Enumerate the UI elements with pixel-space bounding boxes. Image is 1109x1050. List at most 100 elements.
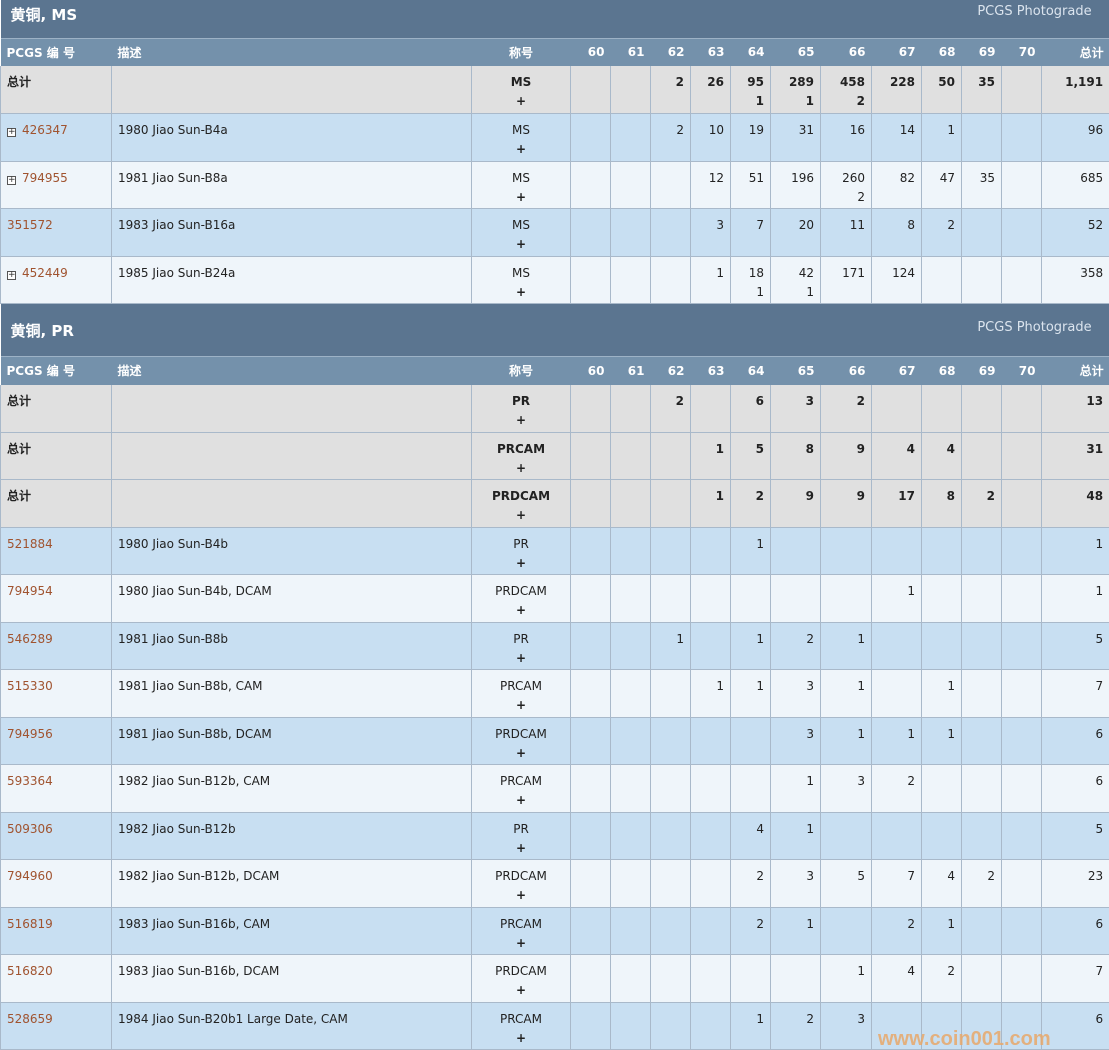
- pcgs-number-link[interactable]: 521884: [7, 537, 53, 551]
- column-header-grade-65[interactable]: 65: [771, 38, 821, 66]
- column-header-grade-67[interactable]: 67: [872, 357, 922, 385]
- plus-grade-toggle[interactable]: +: [478, 235, 564, 254]
- grade-count: 35: [968, 73, 995, 92]
- designation: PRDCAM: [478, 962, 564, 981]
- column-header-grade-60[interactable]: 60: [571, 357, 611, 385]
- grade-cell-66: 171: [821, 256, 872, 304]
- grade-cell-64: 2: [731, 907, 771, 955]
- plus-grade-toggle[interactable]: +: [478, 506, 564, 525]
- grade-count: 2: [968, 487, 995, 506]
- grade-count: 1: [928, 915, 955, 934]
- plus-grade-toggle[interactable]: +: [478, 601, 564, 620]
- grade-cell-70: [1002, 66, 1042, 114]
- plus-grade-toggle[interactable]: +: [478, 791, 564, 810]
- column-header-grade-70[interactable]: 70: [1002, 357, 1042, 385]
- plus-grade-toggle[interactable]: +: [478, 696, 564, 715]
- column-header-grade-62[interactable]: 62: [651, 357, 691, 385]
- plus-grade-toggle[interactable]: +: [478, 1029, 564, 1048]
- grade-cell-61: [611, 622, 651, 670]
- row-total: 6: [1095, 917, 1103, 931]
- grade-cell-66: [821, 812, 872, 860]
- column-header-id[interactable]: PCGS 编 号: [1, 38, 112, 66]
- plus-grade-toggle[interactable]: +: [478, 92, 564, 111]
- total-label: 总计: [7, 394, 31, 408]
- column-header-grade-61[interactable]: 61: [611, 357, 651, 385]
- grade-count: 14: [878, 121, 915, 140]
- grade-cell-68: 1: [922, 670, 962, 718]
- photograde-link[interactable]: PCGS Photograde: [977, 320, 1091, 335]
- designation: PR: [478, 820, 564, 839]
- column-header-grade-62[interactable]: 62: [651, 38, 691, 66]
- grade-cell-68: 4: [922, 432, 962, 480]
- column-header-grade-65[interactable]: 65: [771, 357, 821, 385]
- grade-count: 11: [827, 216, 865, 235]
- pcgs-number-link[interactable]: 794955: [22, 171, 68, 185]
- column-header-grade-70[interactable]: 70: [1002, 38, 1042, 66]
- plus-grade-toggle[interactable]: +: [478, 839, 564, 858]
- expand-icon[interactable]: +: [7, 176, 16, 185]
- description: 1980 Jiao Sun-B4b: [118, 537, 228, 551]
- column-header-grade-68[interactable]: 68: [922, 38, 962, 66]
- expand-icon[interactable]: +: [7, 128, 16, 137]
- grade-cell-67: 1: [872, 575, 922, 623]
- plus-grade-toggle[interactable]: +: [478, 981, 564, 1000]
- pcgs-number-link[interactable]: 515330: [7, 679, 53, 693]
- pcgs-number-link[interactable]: 593364: [7, 774, 53, 788]
- plus-grade-count: 2: [827, 92, 865, 111]
- plus-grade-toggle[interactable]: +: [478, 934, 564, 953]
- pcgs-number-link[interactable]: 516819: [7, 917, 53, 931]
- plus-grade-toggle[interactable]: +: [478, 283, 564, 302]
- pcgs-number-link[interactable]: 426347: [22, 123, 68, 137]
- column-header-grade-63[interactable]: 63: [691, 38, 731, 66]
- column-header-total[interactable]: 总计: [1042, 38, 1109, 66]
- plus-grade-toggle[interactable]: +: [478, 649, 564, 668]
- plus-grade-toggle[interactable]: +: [478, 411, 564, 430]
- column-header-grade-66[interactable]: 66: [821, 357, 872, 385]
- column-header-grade-64[interactable]: 64: [731, 357, 771, 385]
- pcgs-number-link[interactable]: 794956: [7, 727, 53, 741]
- row-total: 6: [1095, 774, 1103, 788]
- column-header-desc[interactable]: 描述: [112, 357, 472, 385]
- pcgs-number-link[interactable]: 528659: [7, 1012, 53, 1026]
- plus-grade-toggle[interactable]: +: [478, 459, 564, 478]
- pcgs-number-link[interactable]: 794954: [7, 584, 53, 598]
- column-header-designation[interactable]: 称号: [472, 357, 571, 385]
- plus-grade-toggle[interactable]: +: [478, 744, 564, 763]
- column-header-designation[interactable]: 称号: [472, 38, 571, 66]
- grade-cell-68: [922, 622, 962, 670]
- pcgs-number-link[interactable]: 794960: [7, 869, 53, 883]
- column-header-grade-68[interactable]: 68: [922, 357, 962, 385]
- pcgs-number-link[interactable]: 546289: [7, 632, 53, 646]
- pcgs-number-link[interactable]: 351572: [7, 218, 53, 232]
- grade-cell-63: [691, 527, 731, 575]
- grade-count: 9: [827, 440, 865, 459]
- column-header-total[interactable]: 总计: [1042, 357, 1109, 385]
- column-header-grade-63[interactable]: 63: [691, 357, 731, 385]
- expand-icon[interactable]: +: [7, 271, 16, 280]
- column-header-grade-60[interactable]: 60: [571, 38, 611, 66]
- grade-count: 5: [827, 867, 865, 886]
- grade-cell-66: 9: [821, 432, 872, 480]
- column-header-grade-69[interactable]: 69: [962, 38, 1002, 66]
- photograde-link[interactable]: PCGS Photograde: [977, 4, 1091, 19]
- pcgs-number-link[interactable]: 509306: [7, 822, 53, 836]
- plus-grade-toggle[interactable]: +: [478, 188, 564, 207]
- plus-grade-toggle[interactable]: +: [478, 140, 564, 159]
- pcgs-number-link[interactable]: 516820: [7, 964, 53, 978]
- grade-count: 2: [657, 121, 684, 140]
- grade-count: 19: [737, 121, 764, 140]
- grade-count: 20: [777, 216, 814, 235]
- column-header-grade-64[interactable]: 64: [731, 38, 771, 66]
- column-header-grade-61[interactable]: 61: [611, 38, 651, 66]
- column-header-grade-69[interactable]: 69: [962, 357, 1002, 385]
- column-header-grade-66[interactable]: 66: [821, 38, 872, 66]
- column-header-desc[interactable]: 描述: [112, 38, 472, 66]
- pcgs-number-link[interactable]: 452449: [22, 266, 68, 280]
- column-header-grade-67[interactable]: 67: [872, 38, 922, 66]
- plus-grade-toggle[interactable]: +: [478, 554, 564, 573]
- column-header-id[interactable]: PCGS 编 号: [1, 357, 112, 385]
- plus-grade-toggle[interactable]: +: [478, 886, 564, 905]
